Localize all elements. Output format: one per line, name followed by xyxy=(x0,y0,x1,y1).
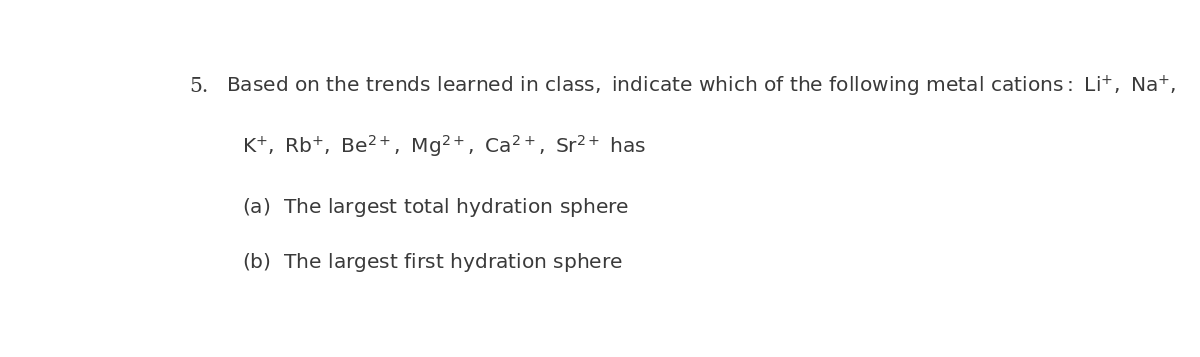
Text: $\mathregular{K^{+},\ Rb^{+},\ Be^{2+},\ Mg^{2+},\ Ca^{2+},\ Sr^{2+}\ has}$: $\mathregular{K^{+},\ Rb^{+},\ Be^{2+},\… xyxy=(242,133,647,159)
Text: $\mathregular{Based\ on\ the\ trends\ learned\ in\ class,\ indicate\ which\ of\ : $\mathregular{Based\ on\ the\ trends\ le… xyxy=(227,74,1177,99)
Text: 5.: 5. xyxy=(190,77,209,96)
Text: $\mathregular{(b)\ \ The\ largest\ first\ hydration\ sphere}$: $\mathregular{(b)\ \ The\ largest\ first… xyxy=(242,251,623,274)
Text: $\mathregular{(a)\ \ The\ largest\ total\ hydration\ sphere}$: $\mathregular{(a)\ \ The\ largest\ total… xyxy=(242,196,629,219)
